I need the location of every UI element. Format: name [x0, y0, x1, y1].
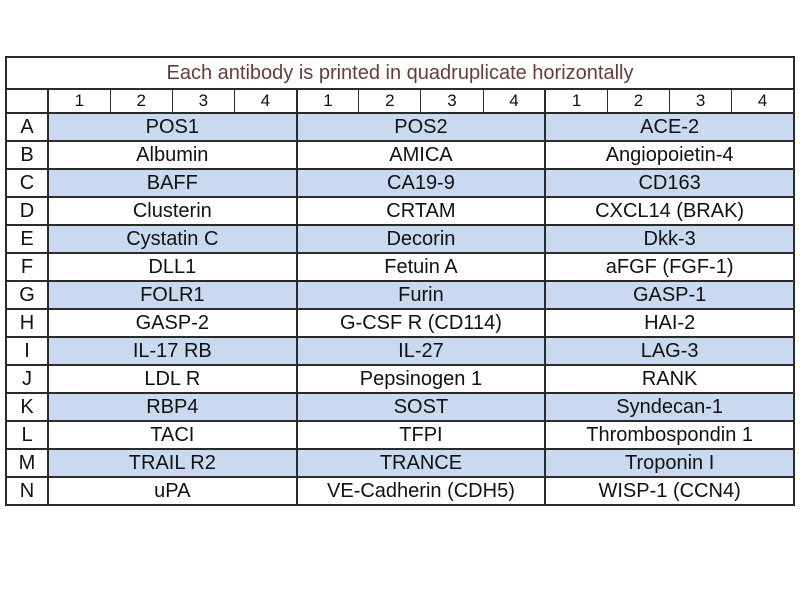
- column-header: 2: [109, 88, 173, 114]
- table-row: J LDL R Pepsinogen 1 RANK: [5, 364, 795, 394]
- antibody-cell: Decorin: [295, 224, 547, 254]
- antibody-cell: TRANCE: [295, 448, 547, 478]
- row-letter: G: [5, 280, 49, 310]
- column-header: 1: [544, 88, 608, 114]
- column-header: 4: [233, 88, 298, 114]
- antibody-cell: Cystatin C: [47, 224, 298, 254]
- antibody-cell: TACI: [47, 420, 298, 450]
- row-letter: E: [5, 224, 49, 254]
- corner-cell: [5, 88, 49, 114]
- column-header: 3: [171, 88, 235, 114]
- antibody-cell: TFPI: [295, 420, 547, 450]
- table-row: C BAFF CA19-9 CD163: [5, 168, 795, 198]
- antibody-cell: POS2: [295, 112, 547, 142]
- antibody-array-table: Each antibody is printed in quadruplicat…: [5, 56, 796, 506]
- antibody-cell: RANK: [544, 364, 795, 394]
- row-letter: F: [5, 252, 49, 282]
- antibody-cell: Clusterin: [47, 196, 298, 226]
- antibody-cell: LAG-3: [544, 336, 795, 366]
- table-row: D Clusterin CRTAM CXCL14 (BRAK): [5, 196, 795, 226]
- table-row: A POS1 POS2 ACE-2: [5, 112, 795, 142]
- antibody-cell: Thrombospondin 1: [544, 420, 795, 450]
- antibody-cell: FOLR1: [47, 280, 298, 310]
- row-letter: J: [5, 364, 49, 394]
- antibody-cell: DLL1: [47, 252, 298, 282]
- column-header: 2: [606, 88, 671, 114]
- column-header: 3: [669, 88, 733, 114]
- antibody-cell: GASP-1: [544, 280, 795, 310]
- antibody-cell: Syndecan-1: [544, 392, 795, 422]
- table-row: B Albumin AMICA Angiopoietin-4: [5, 140, 795, 170]
- row-letter: B: [5, 140, 49, 170]
- antibody-cell: CXCL14 (BRAK): [544, 196, 795, 226]
- antibody-cell: IL-17 RB: [47, 336, 298, 366]
- antibody-cell: CA19-9: [295, 168, 547, 198]
- column-header: 2: [358, 88, 422, 114]
- antibody-cell: Albumin: [47, 140, 298, 170]
- row-letter: K: [5, 392, 49, 422]
- antibody-cell: LDL R: [47, 364, 298, 394]
- row-letter: A: [5, 112, 49, 142]
- row-letter: L: [5, 420, 49, 450]
- title-row: Each antibody is printed in quadruplicat…: [5, 56, 795, 90]
- table-row: N uPA VE-Cadherin (CDH5) WISP-1 (CCN4): [5, 476, 795, 506]
- antibody-cell: WISP-1 (CCN4): [544, 476, 795, 506]
- antibody-cell: uPA: [47, 476, 298, 506]
- row-letter: N: [5, 476, 49, 506]
- table-row: L TACI TFPI Thrombospondin 1: [5, 420, 795, 450]
- antibody-cell: TRAIL R2: [47, 448, 298, 478]
- column-header: 3: [420, 88, 484, 114]
- antibody-cell: IL-27: [295, 336, 547, 366]
- antibody-cell: RBP4: [47, 392, 298, 422]
- antibody-cell: SOST: [295, 392, 547, 422]
- table-title: Each antibody is printed in quadruplicat…: [5, 56, 795, 90]
- antibody-cell: BAFF: [47, 168, 298, 198]
- table-row: F DLL1 Fetuin A aFGF (FGF-1): [5, 252, 795, 282]
- table-row: H GASP-2 G-CSF R (CD114) HAI-2: [5, 308, 795, 338]
- antibody-cell: CD163: [544, 168, 795, 198]
- column-header: 1: [46, 88, 111, 114]
- table-row: K RBP4 SOST Syndecan-1: [5, 392, 795, 422]
- column-header: 4: [731, 88, 796, 114]
- antibody-array-table-wrap: Each antibody is printed in quadruplicat…: [5, 56, 796, 506]
- column-header-row: 1 2 3 4 1 2 3 4 1 2 3 4: [5, 88, 796, 114]
- antibody-cell: Pepsinogen 1: [295, 364, 547, 394]
- antibody-cell: ACE-2: [544, 112, 795, 142]
- row-letter: D: [5, 196, 49, 226]
- column-header: 4: [482, 88, 546, 114]
- table-row: I IL-17 RB IL-27 LAG-3: [5, 336, 795, 366]
- row-letter: C: [5, 168, 49, 198]
- antibody-cell: Furin: [295, 280, 547, 310]
- antibody-cell: CRTAM: [295, 196, 547, 226]
- table-row: G FOLR1 Furin GASP-1: [5, 280, 795, 310]
- table-row: M TRAIL R2 TRANCE Troponin I: [5, 448, 795, 478]
- antibody-cell: G-CSF R (CD114): [295, 308, 547, 338]
- table-row: E Cystatin C Decorin Dkk-3: [5, 224, 795, 254]
- antibody-cell: Troponin I: [544, 448, 795, 478]
- row-letter: M: [5, 448, 49, 478]
- antibody-cell: HAI-2: [544, 308, 795, 338]
- antibody-cell: Dkk-3: [544, 224, 795, 254]
- antibody-cell: VE-Cadherin (CDH5): [295, 476, 547, 506]
- antibody-cell: Angiopoietin-4: [544, 140, 795, 170]
- antibody-cell: POS1: [47, 112, 298, 142]
- antibody-cell: GASP-2: [47, 308, 298, 338]
- row-letter: H: [5, 308, 49, 338]
- column-header: 1: [295, 88, 360, 114]
- antibody-cell: aFGF (FGF-1): [544, 252, 795, 282]
- row-letter: I: [5, 336, 49, 366]
- antibody-cell: Fetuin A: [295, 252, 547, 282]
- antibody-cell: AMICA: [295, 140, 547, 170]
